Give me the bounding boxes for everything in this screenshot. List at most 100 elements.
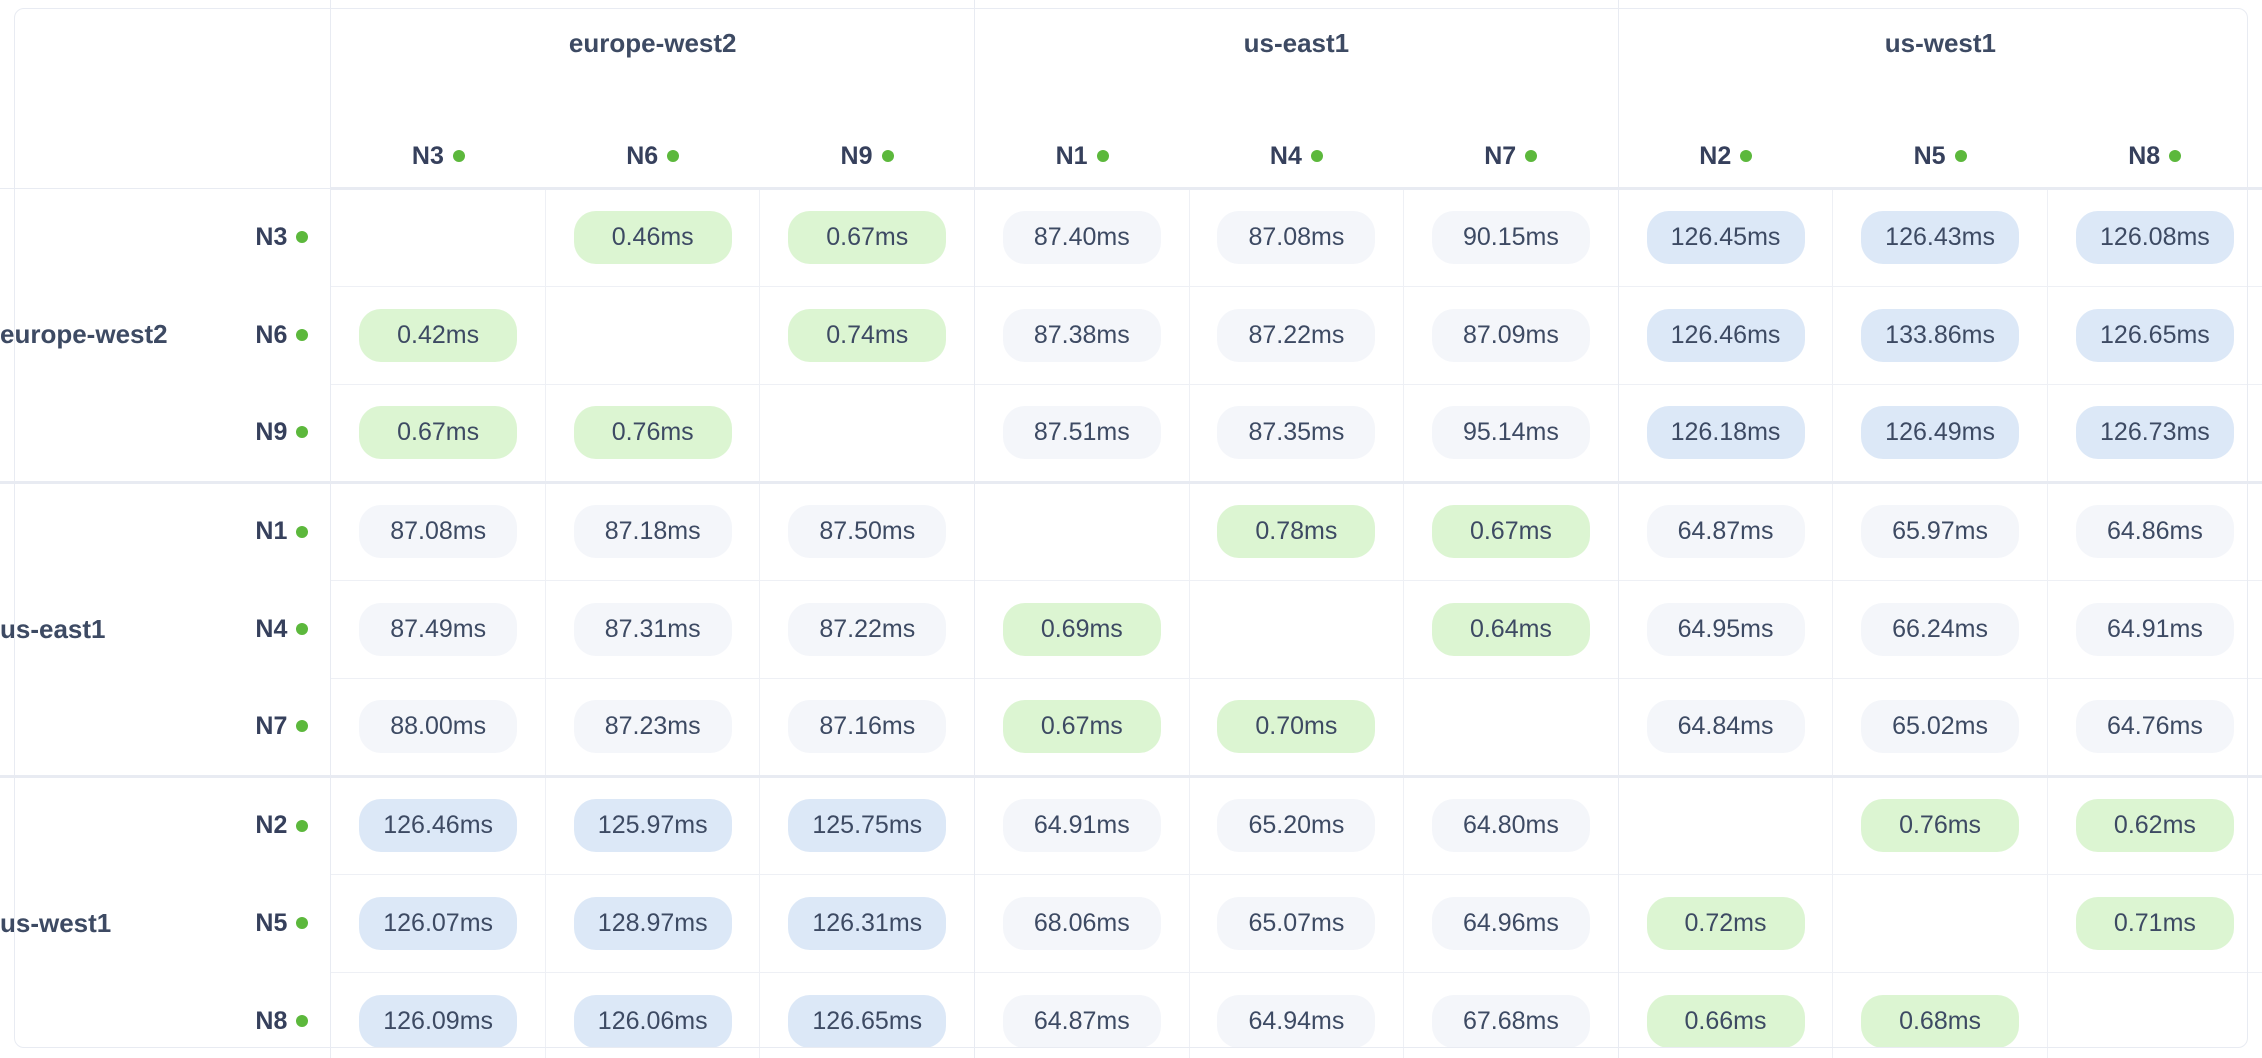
latency-cell[interactable]: 0.62ms — [2046, 774, 2262, 874]
latency-cell[interactable]: 87.49ms — [330, 579, 546, 678]
latency-cell[interactable]: 126.09ms — [330, 971, 546, 1058]
latency-cell[interactable]: 64.84ms — [1617, 677, 1833, 776]
latency-cell[interactable]: 87.38ms — [974, 285, 1190, 384]
latency-cell[interactable]: 126.06ms — [544, 971, 760, 1058]
latency-cell[interactable]: 126.08ms — [2046, 186, 2262, 286]
latency-cell[interactable]: 88.00ms — [330, 677, 546, 776]
latency-cell[interactable] — [1403, 677, 1619, 776]
latency-cell[interactable]: 65.20ms — [1188, 774, 1404, 874]
latency-cell[interactable]: 125.97ms — [544, 774, 760, 874]
latency-cell[interactable]: 64.80ms — [1403, 774, 1619, 874]
latency-cell[interactable] — [1188, 579, 1404, 678]
latency-cell[interactable]: 87.16ms — [759, 677, 975, 776]
latency-cell[interactable]: 87.50ms — [759, 480, 975, 580]
latency-cell[interactable]: 126.65ms — [2046, 285, 2262, 384]
row-node-label-N1[interactable]: N1 — [105, 480, 332, 580]
latency-cell[interactable]: 126.46ms — [1617, 285, 1833, 384]
latency-cell[interactable]: 87.18ms — [544, 480, 760, 580]
latency-cell[interactable]: 64.94ms — [1188, 971, 1404, 1058]
latency-cell[interactable]: 0.67ms — [330, 383, 546, 482]
latency-cell[interactable]: 0.66ms — [1617, 971, 1833, 1058]
latency-cell[interactable]: 0.78ms — [1188, 480, 1404, 580]
latency-cell[interactable]: 0.46ms — [544, 186, 760, 286]
latency-cell[interactable]: 0.72ms — [1617, 873, 1833, 972]
latency-cell[interactable]: 87.31ms — [544, 579, 760, 678]
latency-cell[interactable]: 65.02ms — [1832, 677, 2048, 776]
latency-cell[interactable]: 126.07ms — [330, 873, 546, 972]
latency-cell[interactable]: 64.87ms — [974, 971, 1190, 1058]
latency-cell[interactable]: 126.49ms — [1832, 383, 2048, 482]
latency-cell[interactable]: 87.40ms — [974, 186, 1190, 286]
latency-cell[interactable] — [2046, 971, 2262, 1058]
latency-cell[interactable]: 64.91ms — [2046, 579, 2262, 678]
latency-cell[interactable] — [759, 383, 975, 482]
latency-cell[interactable]: 126.31ms — [759, 873, 975, 972]
row-node-label-N5[interactable]: N5 — [105, 874, 332, 972]
latency-cell[interactable]: 64.76ms — [2046, 677, 2262, 776]
column-node-header-N3[interactable]: N3 — [330, 88, 546, 189]
latency-cell[interactable]: 65.97ms — [1832, 480, 2048, 580]
latency-cell[interactable]: 87.23ms — [544, 677, 760, 776]
latency-cell[interactable]: 87.51ms — [974, 383, 1190, 482]
column-node-header-N9[interactable]: N9 — [759, 88, 975, 189]
latency-cell[interactable]: 126.18ms — [1617, 383, 1833, 482]
row-node-label-N4[interactable]: N4 — [105, 580, 332, 678]
row-node-label-N9[interactable]: N9 — [105, 384, 332, 482]
latency-cell[interactable]: 0.42ms — [330, 285, 546, 384]
latency-cell[interactable]: 0.70ms — [1188, 677, 1404, 776]
row-node-label-wrap: N3 — [255, 223, 309, 252]
row-node-label-N7[interactable]: N7 — [105, 678, 332, 776]
row-node-label-N6[interactable]: N6 — [105, 286, 332, 384]
latency-cell[interactable]: 64.87ms — [1617, 480, 1833, 580]
column-node-header-N6[interactable]: N6 — [545, 88, 760, 189]
column-node-header-N5[interactable]: N5 — [1832, 88, 2048, 189]
latency-cell[interactable]: 64.95ms — [1617, 579, 1833, 678]
column-node-header-N8[interactable]: N8 — [2047, 88, 2262, 189]
latency-cell[interactable]: 66.24ms — [1832, 579, 2048, 678]
latency-cell[interactable]: 126.43ms — [1832, 186, 2048, 286]
latency-cell[interactable]: 133.86ms — [1832, 285, 2048, 384]
latency-cell[interactable]: 0.71ms — [2046, 873, 2262, 972]
latency-cell[interactable] — [974, 480, 1190, 580]
latency-cell[interactable] — [544, 285, 760, 384]
latency-cell[interactable]: 126.65ms — [759, 971, 975, 1058]
latency-cell[interactable]: 0.76ms — [544, 383, 760, 482]
latency-cell[interactable]: 87.09ms — [1403, 285, 1619, 384]
latency-cell[interactable]: 0.74ms — [759, 285, 975, 384]
latency-cell[interactable]: 87.22ms — [759, 579, 975, 678]
row-node-label-N2[interactable]: N2 — [105, 774, 332, 874]
latency-cell[interactable] — [1617, 774, 1833, 874]
latency-cell[interactable]: 87.08ms — [1188, 186, 1404, 286]
latency-cell[interactable]: 0.76ms — [1832, 774, 2048, 874]
latency-cell[interactable]: 126.73ms — [2046, 383, 2262, 482]
column-node-header-N7[interactable]: N7 — [1403, 88, 1619, 189]
latency-cell[interactable]: 0.67ms — [1403, 480, 1619, 580]
column-node-header-N2[interactable]: N2 — [1617, 88, 1833, 189]
latency-cell[interactable]: 126.45ms — [1617, 186, 1833, 286]
latency-cell[interactable] — [330, 186, 546, 286]
latency-cell[interactable]: 65.07ms — [1188, 873, 1404, 972]
row-node-label-N8[interactable]: N8 — [105, 972, 332, 1058]
latency-cell[interactable]: 0.69ms — [974, 579, 1190, 678]
column-node-header-N1[interactable]: N1 — [974, 88, 1190, 189]
latency-cell[interactable]: 64.86ms — [2046, 480, 2262, 580]
latency-cell[interactable] — [1832, 873, 2048, 972]
latency-cell[interactable]: 87.22ms — [1188, 285, 1404, 384]
latency-cell[interactable]: 64.91ms — [974, 774, 1190, 874]
latency-cell[interactable]: 125.75ms — [759, 774, 975, 874]
latency-cell[interactable]: 87.08ms — [330, 480, 546, 580]
latency-cell[interactable]: 0.68ms — [1832, 971, 2048, 1058]
latency-cell[interactable]: 95.14ms — [1403, 383, 1619, 482]
latency-cell[interactable]: 90.15ms — [1403, 186, 1619, 286]
latency-cell[interactable]: 128.97ms — [544, 873, 760, 972]
latency-cell[interactable]: 87.35ms — [1188, 383, 1404, 482]
latency-cell[interactable]: 68.06ms — [974, 873, 1190, 972]
row-node-label-N3[interactable]: N3 — [105, 188, 332, 286]
latency-cell[interactable]: 126.46ms — [330, 774, 546, 874]
latency-cell[interactable]: 0.67ms — [759, 186, 975, 286]
latency-cell[interactable]: 0.67ms — [974, 677, 1190, 776]
latency-cell[interactable]: 67.68ms — [1403, 971, 1619, 1058]
column-node-header-N4[interactable]: N4 — [1189, 88, 1404, 189]
latency-cell[interactable]: 64.96ms — [1403, 873, 1619, 972]
latency-cell[interactable]: 0.64ms — [1403, 579, 1619, 678]
